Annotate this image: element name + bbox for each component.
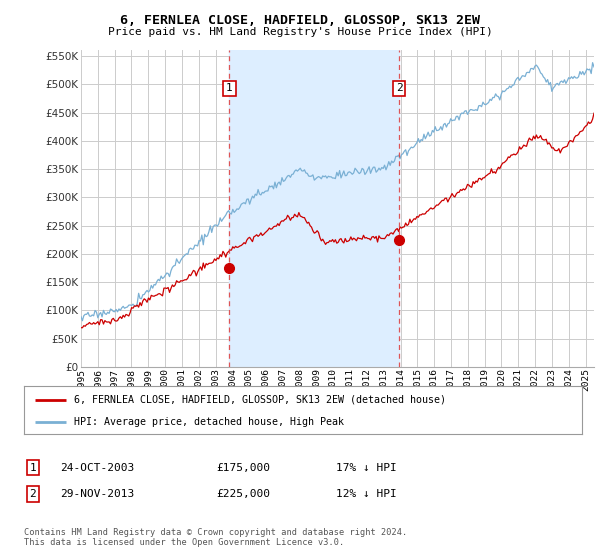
Text: Price paid vs. HM Land Registry's House Price Index (HPI): Price paid vs. HM Land Registry's House … (107, 27, 493, 37)
Text: 29-NOV-2013: 29-NOV-2013 (60, 489, 134, 499)
Bar (229, 50, 399, 367)
Text: 2: 2 (395, 83, 403, 94)
Text: 1: 1 (226, 83, 233, 94)
Text: 24-OCT-2003: 24-OCT-2003 (60, 463, 134, 473)
Text: 1: 1 (29, 463, 37, 473)
Text: 6, FERNLEA CLOSE, HADFIELD, GLOSSOP, SK13 2EW (detached house): 6, FERNLEA CLOSE, HADFIELD, GLOSSOP, SK1… (74, 395, 446, 405)
Text: £225,000: £225,000 (216, 489, 270, 499)
Text: £175,000: £175,000 (216, 463, 270, 473)
Text: 17% ↓ HPI: 17% ↓ HPI (336, 463, 397, 473)
Text: 6, FERNLEA CLOSE, HADFIELD, GLOSSOP, SK13 2EW: 6, FERNLEA CLOSE, HADFIELD, GLOSSOP, SK1… (120, 14, 480, 27)
Text: HPI: Average price, detached house, High Peak: HPI: Average price, detached house, High… (74, 417, 344, 427)
Text: Contains HM Land Registry data © Crown copyright and database right 2024.
This d: Contains HM Land Registry data © Crown c… (24, 528, 407, 547)
Text: 2: 2 (29, 489, 37, 499)
Text: 12% ↓ HPI: 12% ↓ HPI (336, 489, 397, 499)
